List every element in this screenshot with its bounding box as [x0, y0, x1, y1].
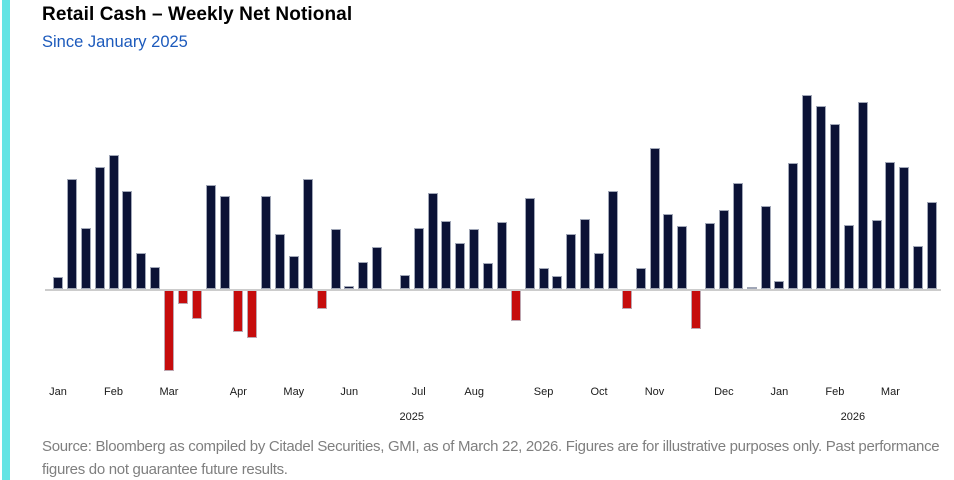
chart-subtitle: Since January 2025 — [42, 33, 188, 51]
bar-week-61-positive — [885, 162, 896, 289]
bar-week-47-negative — [691, 289, 702, 329]
bar-week-30-positive — [455, 243, 466, 289]
bar-week-45-positive — [663, 214, 674, 289]
bar-week-50-positive — [732, 183, 743, 289]
x-axis-label-nov: Nov — [644, 386, 665, 398]
bar-week-33-positive — [496, 222, 507, 289]
bar-week-15-negative — [247, 289, 258, 338]
bar-week-35-positive — [524, 198, 535, 289]
source-note: Source: Bloomberg as compiled by Citadel… — [42, 438, 940, 479]
bar-week-58-positive — [843, 225, 854, 289]
bar-week-44-positive — [649, 148, 660, 289]
bar-week-57-positive — [829, 124, 840, 289]
bar-week-60-positive — [871, 220, 882, 289]
bar-week-11-negative — [191, 289, 202, 319]
bar-week-59-positive — [857, 102, 868, 289]
x-axis-label-oct: Oct — [590, 386, 608, 398]
bar-week-29-positive — [441, 221, 452, 289]
bar-week-64-positive — [927, 202, 937, 289]
x-axis-label-aug: Aug — [464, 386, 484, 398]
bar-week-63-positive — [913, 246, 924, 289]
bar-week-39-positive — [580, 219, 591, 289]
chart-title: Retail Cash – Weekly Net Notional — [42, 4, 353, 25]
bar-week-41-positive — [607, 191, 618, 289]
bar-week-53-positive — [774, 281, 785, 289]
x-axis-label-jan: Jan — [49, 386, 67, 398]
left-accent-bar — [2, 0, 10, 480]
bar-week-23-positive — [358, 262, 369, 289]
x-axis-label-feb: Feb — [104, 386, 123, 398]
bar-week-52-positive — [760, 206, 771, 289]
x-axis-line — [45, 289, 941, 291]
bar-week-12-positive — [205, 185, 216, 289]
bar-week-8-positive — [150, 267, 161, 289]
bar-week-4-positive — [94, 167, 105, 289]
x-axis-label-feb: Feb — [825, 386, 845, 398]
bar-week-7-positive — [136, 253, 147, 289]
x-axis-label-jul: Jul — [411, 386, 426, 398]
bar-week-54-positive — [788, 163, 799, 289]
bar-week-46-positive — [677, 226, 688, 289]
bar-week-20-negative — [316, 289, 327, 309]
bar-week-17-positive — [275, 234, 285, 289]
x-axis-year-label-2025: 2025 — [399, 411, 425, 423]
bar-week-48-positive — [705, 223, 715, 289]
bar-week-36-positive — [538, 268, 549, 289]
x-axis-label-may: May — [283, 386, 305, 398]
x-axis-label-jun: Jun — [340, 386, 359, 398]
bar-week-26-positive — [399, 275, 410, 289]
bar-week-38-positive — [566, 234, 577, 289]
bar-week-40-positive — [594, 253, 604, 289]
bar-week-56-positive — [816, 106, 826, 289]
x-axis-label-mar: Mar — [880, 386, 900, 398]
bar-week-24-positive — [372, 247, 383, 289]
x-axis-label-sep: Sep — [533, 386, 554, 398]
bar-week-27-positive — [413, 228, 424, 289]
bar-week-16-positive — [261, 196, 272, 289]
bar-week-51-positive — [746, 287, 757, 289]
bar-week-28-positive — [427, 193, 438, 289]
x-axis-label-dec: Dec — [714, 386, 734, 398]
x-axis-year-label-2026: 2026 — [840, 411, 866, 423]
bar-week-5-positive — [108, 155, 119, 289]
bar-week-9-negative — [164, 289, 174, 371]
bar-week-19-positive — [302, 179, 313, 289]
bar-week-31-positive — [469, 229, 480, 289]
bar-week-37-positive — [552, 276, 563, 289]
bar-week-10-negative — [177, 289, 188, 304]
bar-week-34-negative — [510, 289, 521, 321]
bar-week-62-positive — [899, 167, 910, 289]
bar-week-18-positive — [288, 256, 299, 289]
bar-week-49-positive — [718, 210, 729, 289]
bar-week-43-positive — [635, 268, 646, 289]
bar-week-13-positive — [219, 196, 230, 289]
bar-week-55-positive — [802, 95, 813, 289]
bar-week-42-negative — [621, 289, 632, 309]
bar-week-32-positive — [483, 263, 494, 289]
bar-week-14-negative — [233, 289, 244, 332]
x-axis-label-mar: Mar — [159, 386, 179, 398]
bar-week-3-positive — [80, 228, 91, 289]
x-axis-label-jan: Jan — [770, 386, 789, 398]
bar-week-2-positive — [66, 179, 77, 289]
bar-week-6-positive — [122, 191, 133, 289]
bar-week-1-positive — [53, 277, 63, 289]
bar-week-21-positive — [330, 229, 341, 289]
bar-week-22-positive — [344, 286, 355, 289]
x-axis-label-apr: Apr — [229, 386, 247, 398]
